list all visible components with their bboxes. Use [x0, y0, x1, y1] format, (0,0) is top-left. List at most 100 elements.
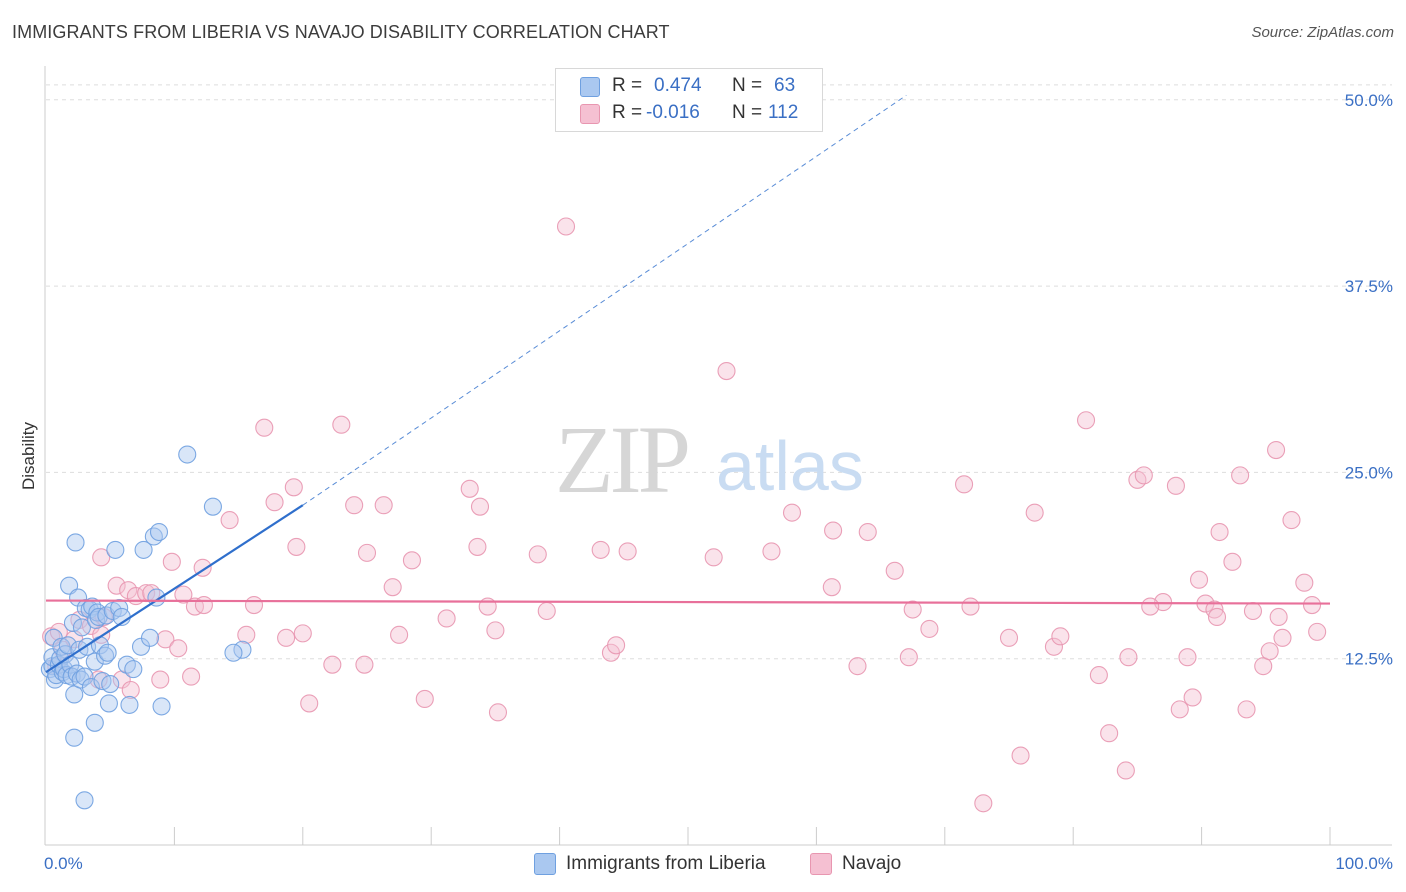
- navajo-point: [537, 601, 556, 621]
- liberia-point: [99, 694, 118, 713]
- navajo-point: [961, 597, 980, 616]
- navajo-point: [237, 625, 256, 644]
- axes: [44, 66, 1392, 846]
- navajo-point: [1178, 648, 1197, 667]
- navajo-point: [345, 496, 364, 515]
- legend-r-value-liberia: 0.474: [654, 75, 702, 96]
- navajo-point: [300, 694, 319, 713]
- navajo-point: [255, 418, 274, 437]
- legend-swatch-liberia: [580, 77, 600, 97]
- navajo-point: [185, 597, 204, 616]
- navajo-point: [704, 548, 723, 567]
- navajo-point: [1044, 637, 1063, 656]
- bottom-legend-swatch-liberia: [534, 853, 556, 875]
- navajo-point: [717, 362, 736, 381]
- liberia-point: [178, 445, 197, 464]
- legend-swatch-navajo: [580, 104, 600, 124]
- liberia-point: [96, 646, 115, 665]
- legend-r-label: R =: [612, 102, 643, 123]
- liberia-point: [58, 636, 77, 655]
- y-tick-label: 25.0%: [1345, 463, 1393, 482]
- navajo-point: [1170, 700, 1189, 719]
- navajo-point: [1207, 607, 1227, 627]
- navajo-point: [194, 595, 213, 615]
- navajo-point: [169, 639, 188, 658]
- navajo-point: [156, 630, 175, 649]
- navajo-point: [1051, 627, 1070, 646]
- navajo-point: [437, 609, 456, 628]
- tick-labels: 12.5% 25.0% 37.5% 50.0% 0.0% 100.0%: [44, 91, 1393, 873]
- navajo-point: [1089, 666, 1108, 685]
- liberia-point: [87, 610, 106, 630]
- navajo-point: [782, 503, 802, 522]
- navajo-point: [1243, 601, 1263, 621]
- trend-lines: [45, 94, 1331, 674]
- watermark-zip: ZIP: [555, 406, 688, 513]
- navajo-point: [607, 636, 626, 655]
- navajo-point: [92, 548, 111, 567]
- liberia-point: [98, 643, 117, 662]
- liberia-point: [120, 695, 139, 714]
- navajo-point: [49, 622, 68, 641]
- navajo-point: [1267, 440, 1286, 460]
- navajo-point: [1100, 724, 1119, 743]
- navajo-point: [591, 540, 610, 559]
- navajo-point: [470, 497, 490, 516]
- series-navajo: [42, 217, 1327, 813]
- navajo-point: [1210, 522, 1229, 542]
- navajo-point: [468, 537, 487, 556]
- navajo-point: [151, 670, 170, 689]
- navajo-point: [1295, 573, 1314, 592]
- liberia-point: [124, 660, 143, 679]
- y-axis-label: Disability: [19, 421, 38, 490]
- navajo-point: [903, 600, 922, 619]
- liberia-point: [63, 613, 83, 632]
- bottom-legend-label-navajo: Navajo: [842, 853, 902, 874]
- navajo-point: [556, 217, 576, 236]
- liberia-point: [152, 697, 171, 716]
- legend-n-label: N =: [732, 102, 763, 123]
- navajo-point: [277, 628, 296, 647]
- navajo-point: [848, 657, 867, 676]
- navajo-point: [1183, 688, 1202, 707]
- navajo-point: [920, 619, 939, 638]
- navajo-point: [1205, 600, 1224, 619]
- liberia-point: [65, 728, 84, 747]
- navajo-point: [1231, 466, 1250, 485]
- navajo-point: [488, 703, 508, 722]
- navajo-point: [460, 479, 479, 498]
- navajo-point: [1302, 595, 1322, 615]
- legend-r-label: R =: [612, 75, 643, 96]
- chart-title: IMMIGRANTS FROM LIBERIA VS NAVAJO DISABI…: [12, 22, 670, 42]
- watermark: ZIP atlas: [555, 406, 864, 513]
- navajo-point: [287, 537, 306, 556]
- liberia-point: [83, 597, 102, 616]
- liberia-point: [140, 628, 160, 647]
- navajo-point: [265, 493, 284, 512]
- navajo-point: [899, 648, 918, 667]
- navajo-trend-line: [45, 599, 1331, 605]
- liberia-point: [69, 588, 88, 607]
- navajo-point: [1134, 466, 1153, 485]
- liberia-trend-line: [45, 504, 304, 674]
- liberia-point: [203, 497, 222, 516]
- liberia-point: [85, 713, 104, 732]
- navajo-point: [822, 578, 841, 597]
- navajo-point: [1119, 648, 1138, 667]
- navajo-point: [355, 655, 374, 674]
- legend-r-value-navajo: -0.016: [646, 102, 700, 123]
- navajo-point: [1116, 761, 1135, 780]
- navajo-point: [323, 655, 342, 674]
- navajo-point: [885, 561, 904, 580]
- liberia-point: [75, 667, 94, 686]
- navajo-point: [220, 511, 239, 530]
- liberia-point: [85, 652, 104, 671]
- navajo-point: [1141, 597, 1160, 616]
- navajo-point: [1011, 746, 1030, 765]
- navajo-point: [955, 475, 974, 494]
- liberia-point: [149, 522, 169, 542]
- navajo-point: [1282, 511, 1301, 530]
- y-tick-label: 50.0%: [1345, 91, 1393, 110]
- bottom-legend-swatch-navajo: [810, 853, 832, 875]
- liberia-point: [81, 677, 100, 697]
